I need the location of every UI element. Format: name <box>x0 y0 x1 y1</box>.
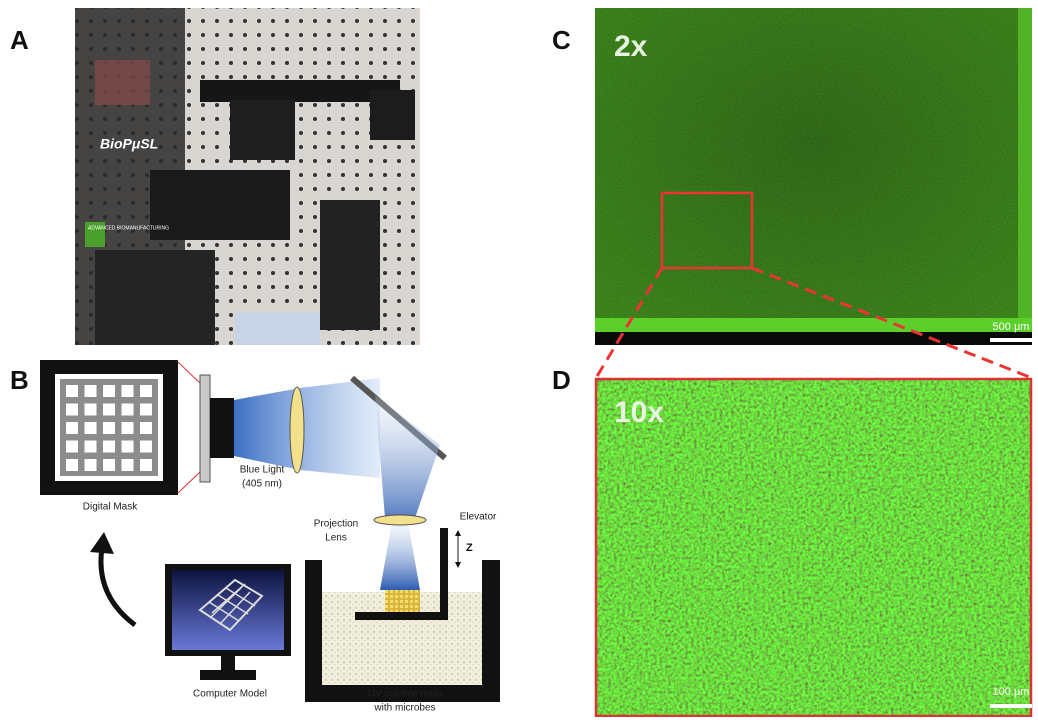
caption: Digital Mask <box>83 502 138 513</box>
edge <box>1018 8 1032 328</box>
cycle-arrow <box>101 548 135 625</box>
mask-pixel <box>122 422 134 434</box>
mask-pixel <box>140 385 152 397</box>
panel-label: B <box>10 365 29 395</box>
scale-bar <box>990 704 1032 708</box>
monitor-screen <box>172 570 284 650</box>
magnification: 2x <box>614 30 648 63</box>
mask-pixel <box>66 459 78 471</box>
caption: UV curable resin <box>368 689 442 700</box>
monitor-base <box>200 670 256 680</box>
page: {"panels":{ "a":{"label":"A","photo_text… <box>0 0 1038 717</box>
mask-pixel <box>140 404 152 416</box>
mask-pixel <box>85 459 97 471</box>
mask-pixel <box>66 441 78 453</box>
mask-pixel <box>66 404 78 416</box>
photo-text: BioPμSL <box>100 136 158 152</box>
mask-pixel <box>85 422 97 434</box>
callout <box>178 362 202 385</box>
background <box>595 332 1032 345</box>
digital-mask <box>40 360 178 495</box>
mask-pixel <box>66 422 78 434</box>
light-beam <box>375 395 440 518</box>
light-source <box>210 398 234 458</box>
mask-pixel <box>103 385 115 397</box>
caption: Blue Light <box>240 465 285 476</box>
mask-pixel <box>103 422 115 434</box>
caption: (405 nm) <box>242 479 282 490</box>
caption: Projection <box>314 519 358 530</box>
mask-pixel <box>122 441 134 453</box>
elevator-stage <box>320 200 380 330</box>
device <box>95 60 150 105</box>
mask-pixel <box>85 441 97 453</box>
monitor-stand <box>221 656 235 670</box>
caption: Computer Model <box>193 689 267 700</box>
caption: with microbes <box>373 703 435 714</box>
texture <box>595 8 1032 345</box>
photo-setup: BioPμSL ADVANCED BIOMANUFACTURING <box>75 8 420 345</box>
photo-text: ADVANCED BIOMANUFACTURING <box>88 225 169 231</box>
mask-pixel <box>103 404 115 416</box>
elevator-arm <box>440 528 448 620</box>
light-beam <box>380 522 420 590</box>
mask-pixel <box>122 385 134 397</box>
scale-bar <box>990 338 1032 342</box>
mask-pixel <box>122 404 134 416</box>
arrow-head <box>455 562 461 568</box>
projection-lens <box>374 515 426 525</box>
mask-pixel <box>103 441 115 453</box>
figure: A BioPμSL ADVANCED BIOMANUFACTURING B Di… <box>0 0 1038 717</box>
mask-pixel <box>103 459 115 471</box>
mask-pixel <box>85 404 97 416</box>
panel-label: A <box>10 25 29 55</box>
optics <box>150 170 290 240</box>
caption: Elevator <box>460 512 497 523</box>
axis-label: Z <box>466 542 473 554</box>
mask-pixel <box>140 459 152 471</box>
printed-part <box>385 590 420 612</box>
light-beam <box>234 378 380 478</box>
lens <box>290 387 304 473</box>
elevator-platform <box>355 612 448 620</box>
mask-pixel <box>140 422 152 434</box>
mask-pixel <box>66 385 78 397</box>
panel-label: C <box>552 25 571 55</box>
mask-pixel <box>85 385 97 397</box>
callout <box>178 470 202 493</box>
stage <box>230 100 295 160</box>
base <box>95 250 215 345</box>
magnification: 10x <box>614 396 664 429</box>
mask-pixel <box>122 459 134 471</box>
panel-label: D <box>552 365 571 395</box>
mount <box>370 90 415 140</box>
body: A BioPμSL ADVANCED BIOMANUFACTURING B Di… <box>0 0 1038 717</box>
scale-label: 500 μm <box>993 321 1030 333</box>
arrow-head <box>455 530 461 536</box>
dmd <box>200 375 210 482</box>
caption: Lens <box>325 533 347 544</box>
scale-label: 100 μm <box>993 686 1030 698</box>
edge <box>595 318 1032 332</box>
mask-pixel <box>140 441 152 453</box>
arrow-head <box>90 532 114 554</box>
plate <box>235 312 320 345</box>
